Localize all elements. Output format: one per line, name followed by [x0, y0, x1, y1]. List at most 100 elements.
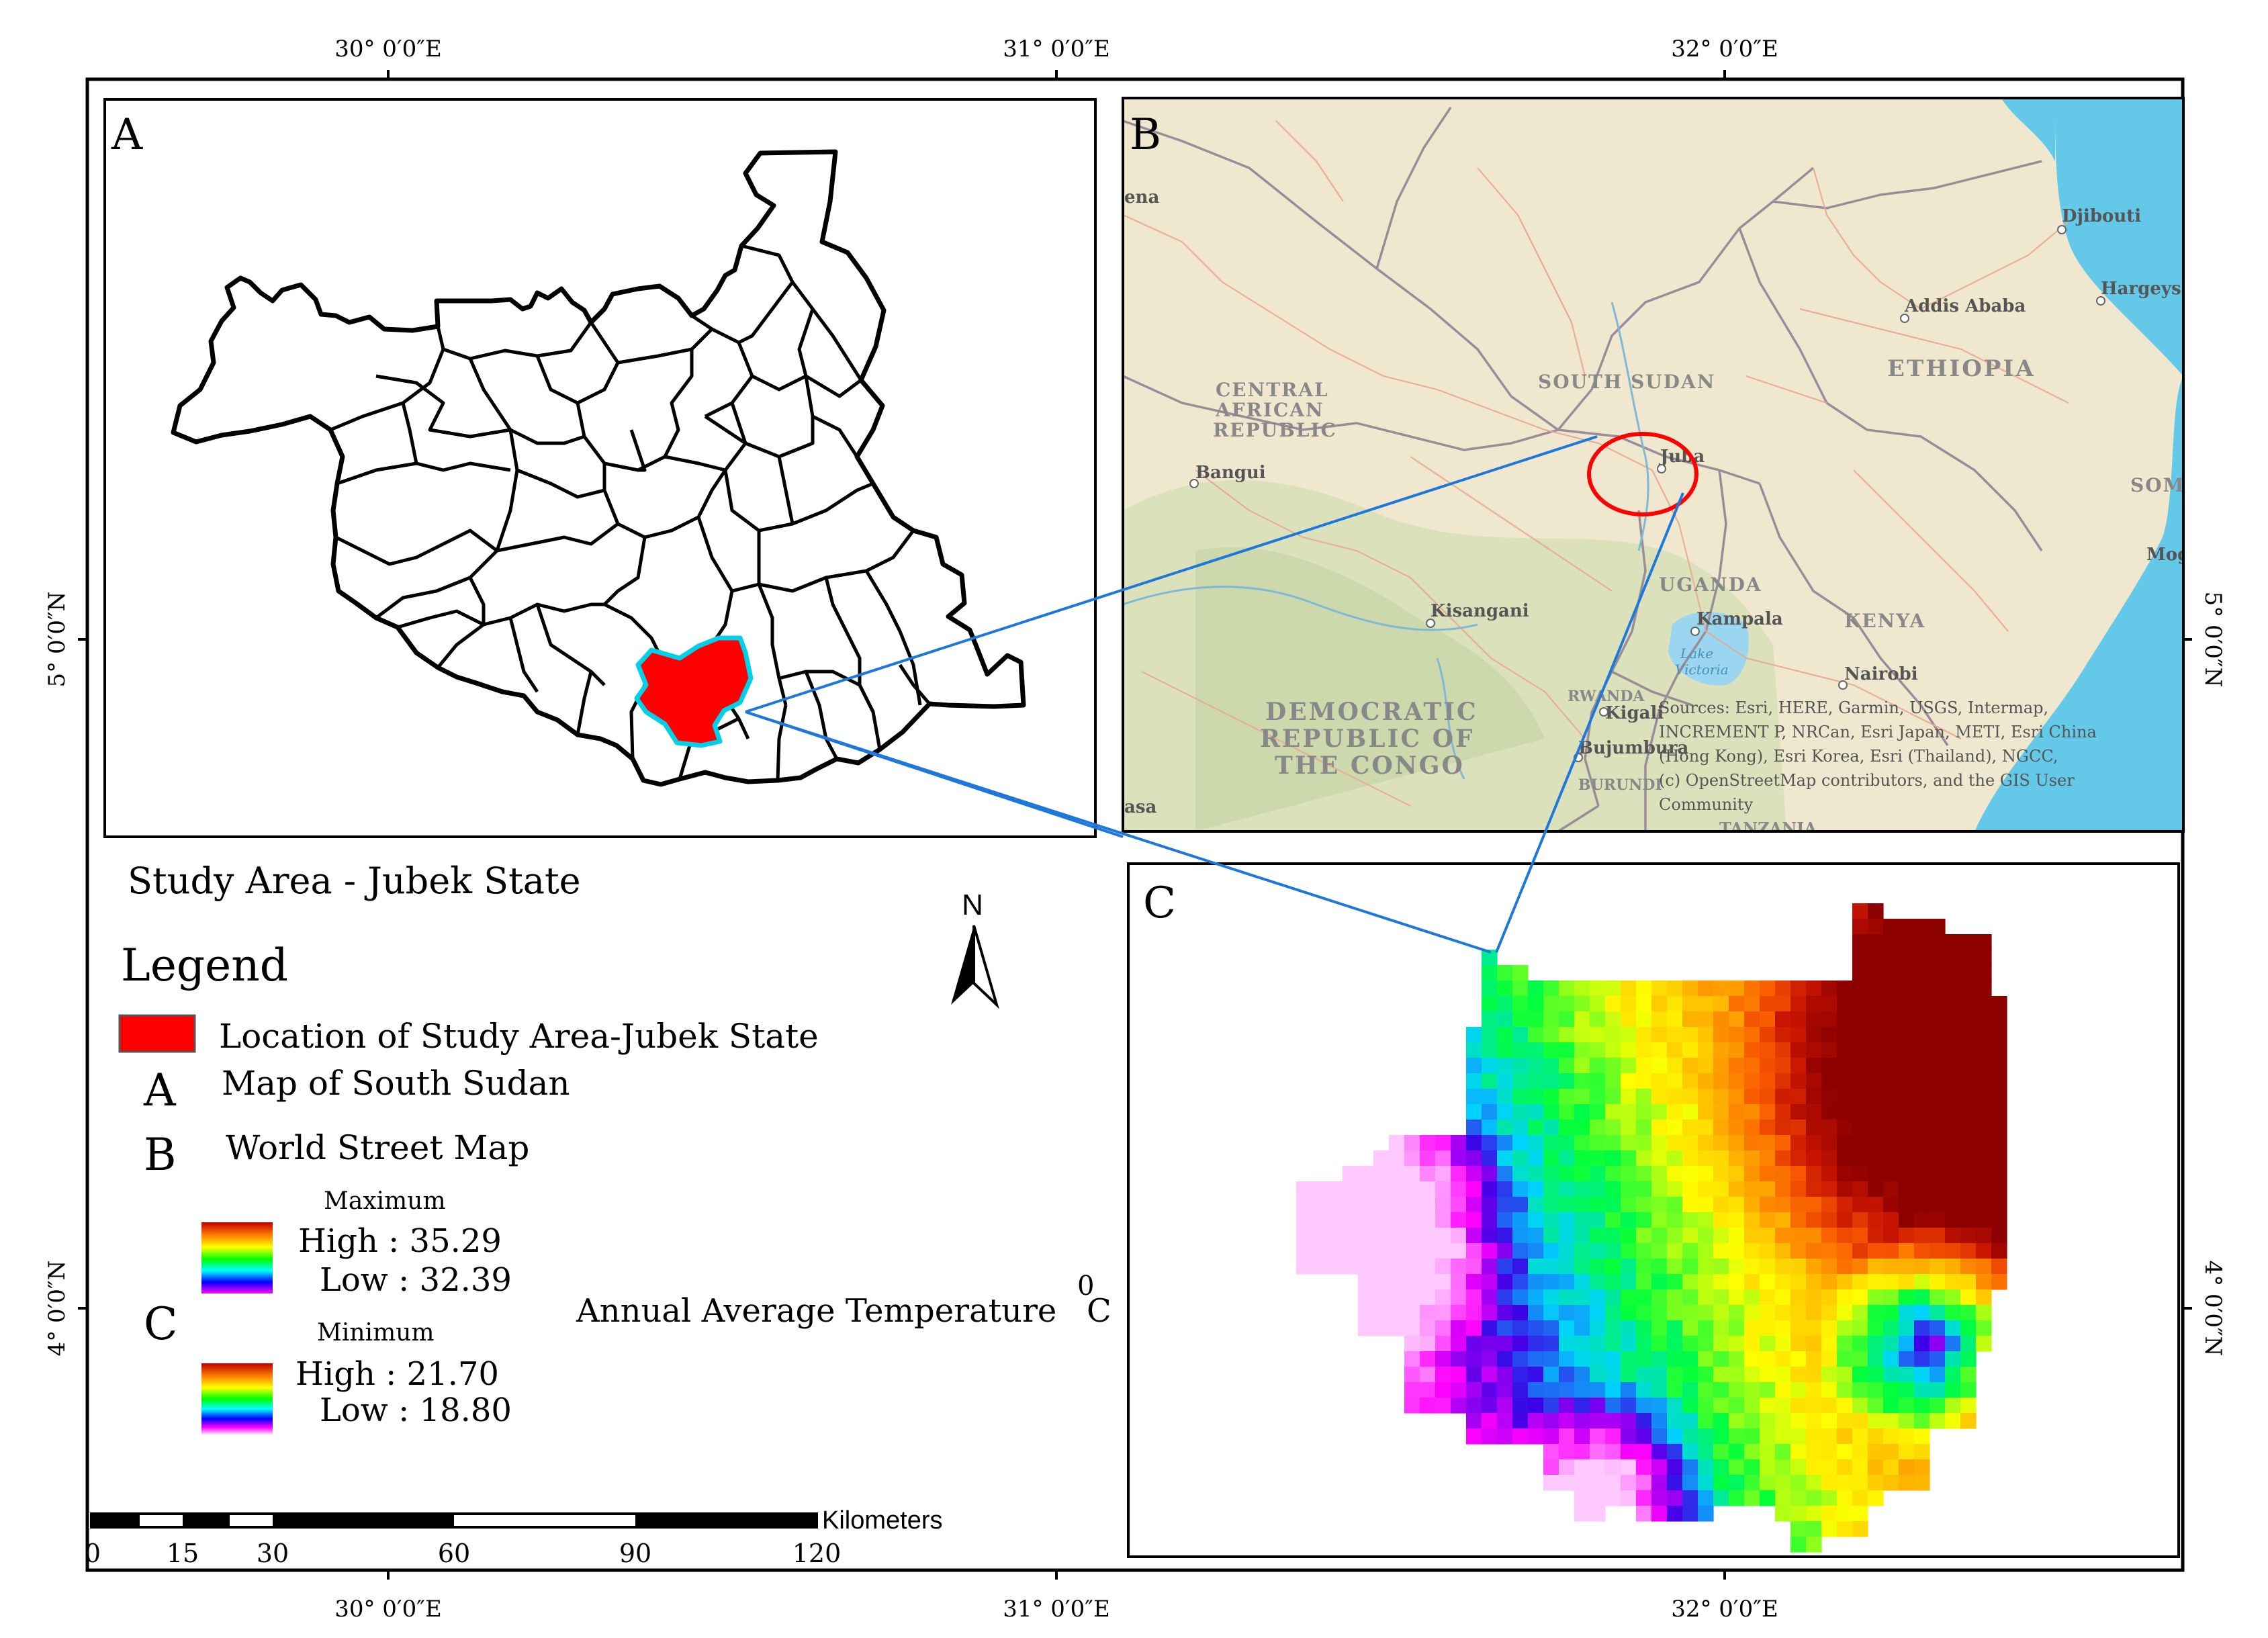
raster-cell: [1821, 1027, 1838, 1043]
raster-cell: [1621, 1444, 1637, 1460]
raster-cell: [1837, 1382, 1853, 1398]
top-coordinate-label: 31° 0′0″E: [1003, 36, 1110, 62]
raster-cell: [1790, 1289, 1807, 1306]
raster-cell: [1852, 1104, 1868, 1120]
raster-cell: [1373, 1243, 1390, 1259]
raster-cell: [1621, 1011, 1637, 1028]
raster-cell: [1466, 1089, 1482, 1105]
raster-cell: [1991, 1073, 2007, 1089]
raster-cell: [1466, 1336, 1482, 1352]
raster-cell: [1713, 1228, 1729, 1244]
raster-cell: [1667, 1089, 1683, 1105]
raster-cell: [1930, 1120, 1946, 1136]
raster-cell: [1574, 1212, 1590, 1228]
raster-cell: [1744, 981, 1760, 997]
raster-cell: [1667, 1382, 1683, 1398]
raster-cell: [1482, 1181, 1498, 1197]
raster-cell: [1821, 1181, 1838, 1197]
raster-cell: [1358, 1274, 1374, 1290]
raster-cell: [1930, 1382, 1946, 1398]
raster-cell: [1435, 1228, 1451, 1244]
raster-cell: [1899, 1228, 1915, 1244]
raster-cell: [1899, 1058, 1915, 1074]
raster-cell: [1806, 1197, 1822, 1213]
raster-cell: [1698, 1413, 1714, 1429]
raster-cell: [1899, 1011, 1915, 1028]
raster-cell: [1991, 1274, 2007, 1290]
raster-cell: [1852, 1320, 1868, 1336]
raster-cell: [1590, 1228, 1606, 1244]
raster-cell: [1914, 1320, 1930, 1336]
raster-cell: [1605, 1444, 1621, 1460]
raster-cell: [1512, 1073, 1529, 1089]
legend-b-label: World Street Map: [226, 1128, 529, 1167]
raster-cell: [1868, 1367, 1884, 1383]
raster-cell: [1852, 1058, 1868, 1074]
raster-cell: [1667, 1011, 1683, 1028]
raster-cell: [1512, 1011, 1529, 1028]
raster-cell: [1651, 1104, 1668, 1120]
raster-cell: [1621, 1475, 1637, 1491]
raster-cell: [1852, 1243, 1868, 1259]
raster-cell: [1466, 1135, 1482, 1151]
raster-cell: [1790, 1382, 1807, 1398]
raster-cell: [1729, 1104, 1745, 1120]
raster-cell: [1590, 1351, 1606, 1367]
top-coordinate-label: 30° 0′0″E: [334, 36, 442, 62]
raster-cell: [1790, 1027, 1807, 1043]
raster-cell: [1512, 1382, 1529, 1398]
raster-cell: [1821, 1243, 1838, 1259]
raster-cell: [1543, 1459, 1559, 1475]
raster-cell: [1682, 981, 1698, 997]
raster-cell: [1775, 996, 1791, 1012]
raster-cell: [1543, 1120, 1559, 1136]
raster-cell: [1775, 981, 1791, 997]
raster-cell: [1559, 1274, 1575, 1290]
raster-cell: [1651, 1475, 1668, 1491]
raster-cell: [1713, 1398, 1729, 1414]
raster-cell: [1790, 1521, 1807, 1537]
raster-cell: [1543, 1104, 1559, 1120]
raster-cell: [1528, 996, 1544, 1012]
raster-cell: [1574, 1367, 1590, 1383]
raster-cell: [1636, 1475, 1652, 1491]
raster-cell: [1806, 1336, 1822, 1352]
raster-cell: [1914, 1289, 1930, 1306]
raster-cell: [1497, 1197, 1513, 1213]
raster-cell: [1497, 965, 1513, 981]
raster-cell: [1821, 1336, 1838, 1352]
raster-cell: [1543, 1011, 1559, 1028]
raster-cell: [1559, 1120, 1575, 1136]
raster-cell: [1682, 1073, 1698, 1089]
raster-cell: [1713, 1336, 1729, 1352]
raster-cell: [1806, 1351, 1822, 1367]
raster-cell: [1775, 1459, 1791, 1475]
raster-cell: [1574, 1475, 1590, 1491]
raster-cell: [1389, 1274, 1405, 1290]
raster-cell: [1837, 1413, 1853, 1429]
raster-cell: [1883, 1382, 1899, 1398]
raster-cell: [1744, 1475, 1760, 1491]
raster-cell: [1914, 1367, 1930, 1383]
raster-cell: [1899, 1150, 1915, 1167]
raster-cell: [1621, 1413, 1637, 1429]
raster-cell: [1528, 1212, 1544, 1228]
raster-cell: [1883, 1089, 1899, 1105]
raster-cell: [1991, 1135, 2007, 1151]
raster-cell: [1883, 1042, 1899, 1058]
raster-cell: [1713, 1367, 1729, 1383]
scale-bar-unit: Kilometers: [822, 1506, 943, 1535]
raster-cell: [1466, 1120, 1482, 1136]
raster-cell: [1806, 1166, 1822, 1182]
raster-cell: [1883, 950, 1899, 966]
raster-cell: [1698, 1398, 1714, 1414]
raster-cell: [1930, 981, 1946, 997]
raster-cell: [1821, 1289, 1838, 1306]
raster-cell: [1389, 1289, 1405, 1306]
raster-cell: [1760, 1398, 1776, 1414]
raster-cell: [1404, 1243, 1420, 1259]
raster-cell: [1512, 1351, 1529, 1367]
raster-cell: [1821, 1320, 1838, 1336]
raster-cell: [1960, 1042, 1977, 1058]
raster-cell: [1852, 1135, 1868, 1151]
